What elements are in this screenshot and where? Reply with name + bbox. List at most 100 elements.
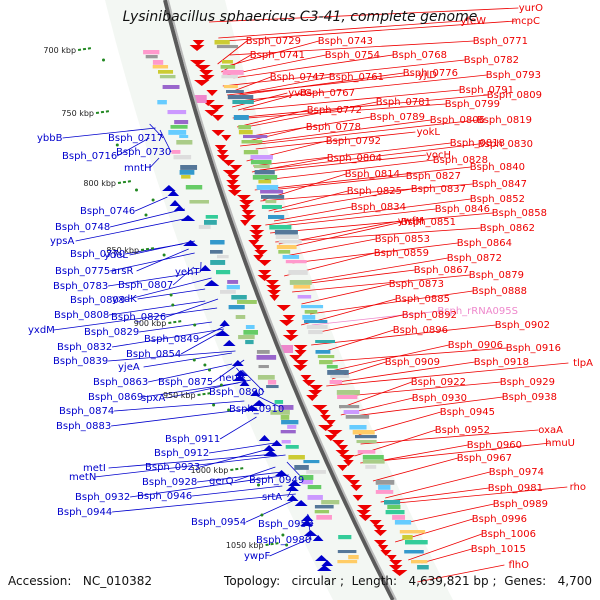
reverse-gene-arrow [257,260,272,266]
cog-feature [365,465,377,469]
gene-label-bsph_0967: Bsph_0967 [457,453,512,464]
reverse-gene-arrow [325,420,336,426]
cog-feature [301,480,313,485]
gene-label-bsph_0730: Bsph_0730 [116,147,171,158]
tick-label-800-kbp: 800 kbp [83,179,116,188]
leader-line [114,400,245,412]
reverse-gene-arrow [282,335,299,341]
cog-feature [260,190,284,194]
gene-label-bsph_0872: Bsph_0872 [447,253,502,264]
leader-line [108,453,276,469]
cog-feature [299,475,314,480]
forward-gene-arrow [263,450,278,456]
leader-line [318,329,395,354]
reverse-gene-arrow [222,170,238,176]
cog-feature [316,515,332,520]
cog-feature [345,415,370,419]
cog-feature [287,425,297,429]
gene-label-yjld: yjlD [418,70,437,81]
gene-label-bsph_0804: Bsph_0804 [327,153,382,164]
gene-label-bsph_0840: Bsph_0840 [470,162,525,173]
gene-label-bsph_0862: Bsph_0862 [480,223,535,234]
forward-gene-arrow [232,375,247,381]
cog-feature [278,405,294,410]
leader-line [265,198,471,226]
cog-feature [176,140,193,145]
cog-feature [198,225,211,229]
leader-line [386,486,568,505]
outer-track-dot [260,513,264,517]
reverse-gene-arrow [336,465,349,471]
cog-feature [315,340,335,344]
gene-label-gerq: gerQ [209,476,234,487]
gene-label-bsph_0782: Bsph_0782 [464,55,519,66]
gene-label-bsph_0954: Bsph_0954 [191,517,246,528]
cog-feature [162,85,180,89]
cog-feature [308,330,323,335]
cog-feature [317,355,335,359]
outer-track-dot [208,368,211,372]
cog-feature [275,235,299,239]
map-title: Lysinibacillus sphaericus C3-41, complet… [122,9,478,25]
leader-line [219,416,257,440]
gene-label-bsph_0996: Bsph_0996 [472,514,527,525]
cog-feature [285,445,299,449]
forward-gene-arrow [239,380,250,386]
gene-label-bsph_0775: Bsph_0775 [55,266,110,277]
cog-feature [399,530,426,534]
gene-label-bsph_0906: Bsph_0906 [448,340,503,351]
topology-label: Topology: [224,574,281,588]
gene-label-ydel: ydeL [104,250,128,261]
leader-line [111,407,257,427]
gene-label-bsph_0716: Bsph_0716 [62,151,117,162]
reverse-gene-arrow [276,305,291,311]
cog-feature [274,400,284,404]
forward-gene-arrow [262,445,276,451]
gene-label-bsph_0808: Bsph_0808 [54,310,109,321]
gene-label-bsph_0826: Bsph_0826 [111,312,166,323]
leader-line [372,457,459,482]
cog-feature [245,340,254,345]
reverse-gene-arrow [391,570,408,576]
cog-feature [281,440,291,444]
reverse-gene-arrow [308,390,323,396]
gene-label-bsph_0863: Bsph_0863 [93,377,148,388]
forward-gene-arrow [219,320,230,326]
gene-label-bsph_0803: Bsph_0803 [70,295,125,306]
gene-label-yjea: yjeA [118,362,140,373]
gene-label-bsph_0916: Bsph_0916 [506,343,561,354]
gene-label-flho: flhO [508,560,529,571]
leader-line [311,324,496,346]
gene-label-oxaa: oxaA [538,425,563,436]
gene-label-yokl: yokL [417,127,441,138]
reverse-gene-arrow [339,455,355,461]
gene-label-arsr: arsR [111,266,133,277]
cog-feature [352,430,375,435]
gene-label-bsph_0974: Bsph_0974 [489,467,544,478]
gene-label-bsph_0761: Bsph_0761 [329,72,384,83]
tick-mark [197,392,212,396]
accession-info: Accession: NC_010382 [8,574,152,588]
leader-line [238,92,302,111]
leader-line [330,344,449,372]
leader-line [223,40,320,68]
gene-label-bsph_0879: Bsph_0879 [469,270,524,281]
leader-line [247,103,446,119]
reverse-gene-arrow [337,445,349,451]
leader-line [251,157,328,173]
leader-line [385,471,490,499]
leader-line [346,381,501,397]
gene-label-metn: metN [69,472,96,483]
rrna-feature [192,95,207,103]
leader-line [373,444,468,463]
cog-feature [267,380,277,385]
cog-feature [270,410,290,415]
leader-line [254,166,471,191]
gene-label-bsph_0793: Bsph_0793 [486,70,541,81]
leader-line [243,89,460,111]
cog-feature [306,325,328,329]
leader-line [285,221,402,249]
leader-line [198,324,227,340]
reverse-gene-arrow [306,395,319,401]
